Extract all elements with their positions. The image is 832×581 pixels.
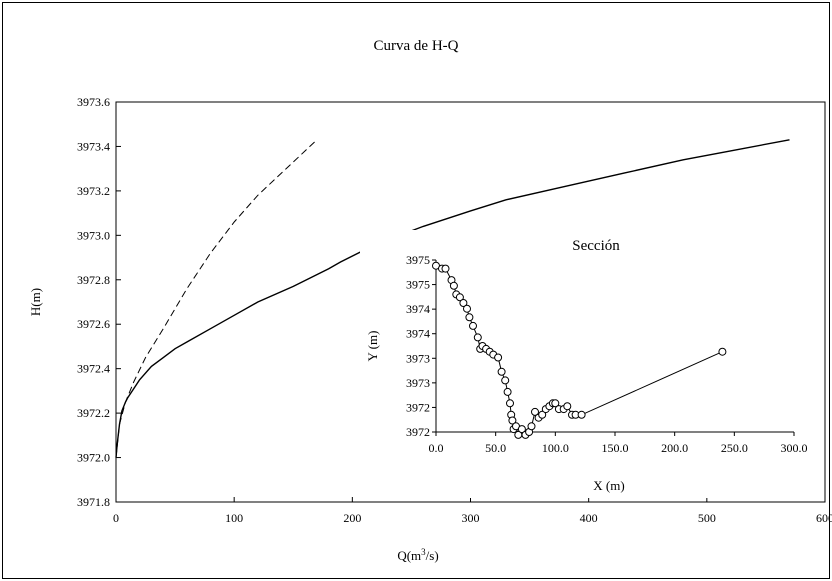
main-chart-title: Curva de H-Q xyxy=(374,38,459,54)
inset-data-point xyxy=(508,416,517,425)
inset-x-tick-label: 300.0 xyxy=(781,441,808,455)
inset-data-point xyxy=(497,367,506,376)
main-x-tick-label: 200 xyxy=(343,511,361,525)
inset-data-point xyxy=(531,407,539,416)
main-y-axis-label: H(m) xyxy=(28,288,43,316)
inset-y-axis-label: Y (m) xyxy=(365,331,380,362)
inset-y-tick-label: 3974 xyxy=(406,302,430,316)
main-y-tick-label: 3972.4 xyxy=(77,362,110,376)
inset-data-point xyxy=(494,353,503,362)
inset-background xyxy=(360,230,824,498)
inset-x-tick-label: 250.0 xyxy=(721,441,748,455)
inset-data-point xyxy=(469,321,477,330)
main-y-tick-label: 3972.0 xyxy=(77,451,110,465)
inset-data-point xyxy=(527,422,536,431)
inset-data-point xyxy=(517,425,526,434)
inset-data-point xyxy=(577,410,586,419)
inset-data-point xyxy=(455,293,464,302)
main-x-tick-label: 500 xyxy=(698,511,716,525)
main-y-tick-label: 3972.8 xyxy=(77,273,110,287)
main-y-tick-label: 3972.2 xyxy=(77,406,110,420)
main-x-axis-label: Q(m3/s) xyxy=(397,547,438,563)
main-x-tick-label: 600 xyxy=(816,511,832,525)
inset-y-tick-label: 3975 xyxy=(406,278,430,292)
inset-data-point xyxy=(473,333,482,342)
inset-x-tick-label: 200.0 xyxy=(661,441,688,455)
inset-data-point xyxy=(538,410,547,419)
main-y-tick-label: 3971.8 xyxy=(77,495,110,509)
main-y-tick-label: 3973.0 xyxy=(77,228,110,242)
main-y-tick-label: 3972.6 xyxy=(77,317,110,331)
inset-data-point xyxy=(459,299,468,307)
inset-data-point xyxy=(501,376,510,385)
inset-data-point xyxy=(503,387,512,396)
main-y-tick-label: 3973.2 xyxy=(77,184,110,198)
inset-data-point xyxy=(506,399,514,408)
inset-y-tick-label: 3974 xyxy=(406,327,430,341)
main-x-tick-label: 300 xyxy=(462,511,480,525)
inset-data-point xyxy=(551,399,560,408)
inset-y-tick-label: 3972 xyxy=(406,400,430,414)
inset-data-point xyxy=(463,304,471,313)
main-x-tick-label: 400 xyxy=(580,511,598,525)
inset-data-point xyxy=(563,402,572,411)
main-y-tick-label: 3973.6 xyxy=(77,95,110,109)
inset-chart-title: Sección xyxy=(572,238,620,254)
inset-y-tick-label: 3973 xyxy=(406,376,430,390)
inset-x-tick-label: 0.0 xyxy=(429,441,444,455)
inset-y-tick-label: 3972 xyxy=(406,425,430,439)
inset-y-tick-label: 3973 xyxy=(406,351,430,365)
inset-x-tick-label: 150.0 xyxy=(602,441,629,455)
main-x-tick-label: 100 xyxy=(225,511,243,525)
inset-x-axis-label: X (m) xyxy=(593,478,624,493)
inset-x-tick-label: 100.0 xyxy=(542,441,569,455)
inset-data-point xyxy=(465,313,474,322)
main-y-tick-label: 3973.4 xyxy=(77,139,110,153)
inset-data-point xyxy=(449,281,458,290)
inset-data-point xyxy=(718,347,727,356)
inset-x-tick-label: 50.0 xyxy=(485,441,506,455)
main-x-tick-label: 0 xyxy=(113,511,119,525)
inset-data-point xyxy=(441,264,450,273)
main-series-dashed-line xyxy=(115,139,318,458)
inset-y-tick-label: 3975 xyxy=(406,253,430,267)
